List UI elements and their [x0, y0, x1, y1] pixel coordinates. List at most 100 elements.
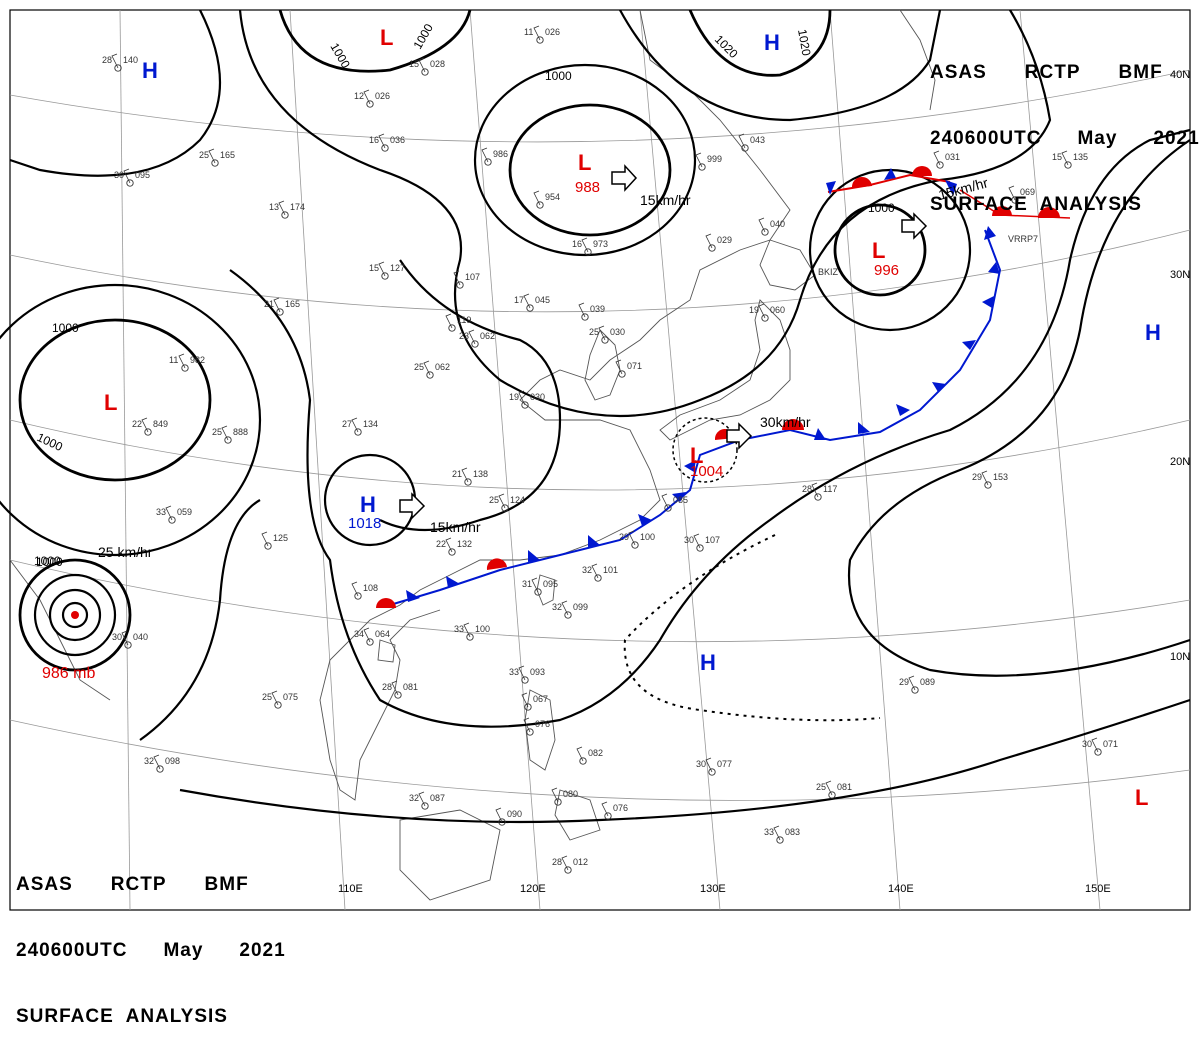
station-circle-icon — [1094, 748, 1102, 756]
station-temperature: 11 — [169, 355, 178, 365]
cold-front-barbs — [406, 168, 1000, 602]
station-circle-icon — [144, 428, 152, 436]
station-pressure: 095 — [135, 170, 150, 180]
isobar — [473, 63, 697, 257]
station-pressure: 028 — [430, 59, 445, 69]
lat-line-0 — [9, 719, 1191, 801]
low-center-value: 1004 — [690, 463, 723, 480]
station-temperature: 11 — [524, 27, 533, 37]
station-pressure: 026 — [545, 27, 560, 37]
station-pressure: 036 — [390, 135, 405, 145]
coast-borneo — [399, 809, 501, 901]
station-temperature: 32 — [582, 565, 592, 575]
cold-front-barb — [528, 550, 540, 562]
motion-labels: 15km/hr 15km/hr 30km/hr 15km/hr — [430, 174, 990, 535]
station-circle-icon — [276, 308, 284, 316]
station-plot: 11 026 — [524, 25, 560, 44]
station-temperature: 33 — [156, 507, 166, 517]
header-month: May — [163, 940, 204, 961]
station-pressure: 045 — [535, 295, 550, 305]
station-pressure: 153 — [993, 472, 1008, 482]
station-circle-icon — [448, 324, 456, 332]
station-pressure: 083 — [785, 827, 800, 837]
station-pressure: 999 — [707, 154, 722, 164]
motion-arrow — [399, 492, 426, 520]
motion-arrow — [901, 212, 928, 240]
station-circle-icon — [448, 548, 456, 556]
high-center-symbol: H — [360, 492, 376, 517]
lon-line-120e — [469, 9, 541, 911]
lat-label: 20N — [1170, 456, 1190, 468]
wind-barb-icon — [758, 303, 766, 319]
station-plot: 25 075 — [262, 690, 298, 709]
station-plot: 21 165 — [264, 297, 300, 316]
cold-front-barb — [962, 340, 976, 350]
station-temperature: 30 — [114, 170, 124, 180]
station-plot: 15 028 — [409, 57, 445, 76]
station-pressure: 099 — [573, 602, 588, 612]
station-plot: 15 135 — [1052, 150, 1088, 169]
station-temperature: 32 — [144, 756, 154, 766]
coast-mainland-asia — [319, 9, 791, 801]
lon-line-140e — [829, 9, 901, 911]
isobars — [0, 9, 1191, 824]
station-temperature: 33 — [764, 827, 774, 837]
station-plot: 17 045 — [514, 293, 550, 312]
wind-barb-icon — [591, 563, 599, 579]
station-pressure: 060 — [770, 305, 785, 315]
station-plot: 076 — [601, 801, 628, 820]
station-temperature: 22 — [436, 539, 446, 549]
station-circle-icon — [814, 493, 822, 501]
cold-front-barb — [826, 181, 836, 195]
station-circle-icon — [126, 179, 134, 187]
cold-front-barb — [984, 226, 996, 240]
motion-label: 15km/hr — [430, 519, 481, 535]
station-temperature: 29 — [619, 532, 629, 542]
station-pressure: 095 — [543, 579, 558, 589]
station-circle-icon — [708, 244, 716, 252]
low-center-symbol: L — [578, 150, 591, 175]
station-circle-icon — [466, 633, 474, 641]
wind-barb-icon — [533, 25, 541, 41]
isobar — [508, 103, 672, 237]
station-pressure: 165 — [220, 150, 235, 160]
station-plot: 33 059 — [156, 505, 192, 524]
lat-label: 10N — [1170, 651, 1190, 663]
station-circle-icon — [631, 541, 639, 549]
station-plot: 999 — [695, 152, 722, 171]
station-circle-icon — [114, 64, 122, 72]
station-pressure: 029 — [717, 235, 732, 245]
station-plot: 071 — [615, 359, 642, 378]
station-plot: 076 — [523, 717, 550, 736]
isobar — [847, 139, 1191, 677]
station-circle-icon — [168, 516, 176, 524]
station-plot: 25 165 — [199, 148, 235, 167]
station-circle-icon — [698, 163, 706, 171]
station-pressure: 031 — [945, 152, 960, 162]
wind-barb-icon — [521, 692, 529, 708]
station-plot: 29 089 — [899, 675, 935, 694]
wind-barb-icon — [165, 505, 173, 521]
isobar — [9, 9, 221, 177]
wind-barb-icon — [453, 270, 461, 286]
wind-barb-icon — [518, 665, 526, 681]
station-plot: 30 040 — [112, 630, 148, 649]
station-pressure: 174 — [290, 202, 305, 212]
station-temperature: 28 — [552, 857, 562, 867]
station-circle-icon — [498, 818, 506, 826]
header-line-2: 240600UTC May 2021 — [16, 940, 286, 962]
wind-barb-icon — [445, 537, 453, 553]
station-pressure: 075 — [283, 692, 298, 702]
cold-front-barb — [896, 404, 910, 416]
station-pressure: 165 — [285, 299, 300, 309]
station-pressure: 117 — [823, 484, 837, 494]
wind-barb-icon — [1008, 185, 1016, 201]
station-circle-icon — [526, 304, 534, 312]
wind-barb-icon — [273, 297, 281, 313]
low-center-symbol: L — [872, 238, 885, 263]
cold-front-barb — [945, 180, 957, 196]
lat-label: 30N — [1170, 269, 1190, 281]
station-plot: 031 — [933, 150, 960, 169]
station-circle-icon — [536, 36, 544, 44]
wind-barb-icon — [351, 581, 359, 597]
